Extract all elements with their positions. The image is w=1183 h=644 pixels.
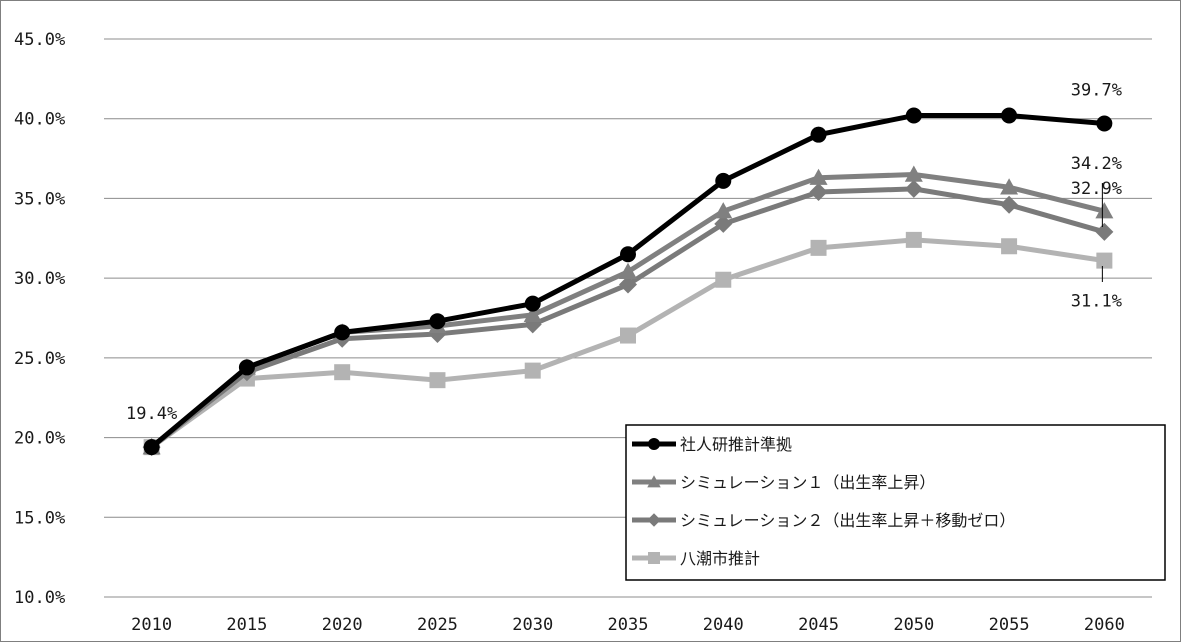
legend-label: 八潮市推計 bbox=[680, 549, 760, 568]
y-tick-label: 45.0% bbox=[14, 30, 65, 50]
point bbox=[648, 552, 660, 564]
legend-item: シミュレーション２（出生率上昇＋移動ゼロ） bbox=[632, 511, 1015, 530]
point bbox=[429, 372, 446, 389]
point bbox=[143, 439, 160, 456]
legend-label: シミュレーション２（出生率上昇＋移動ゼロ） bbox=[680, 511, 1015, 530]
y-tick-label: 25.0% bbox=[14, 349, 65, 369]
x-tick-label: 2015 bbox=[226, 615, 267, 635]
point bbox=[810, 239, 827, 256]
series-2 bbox=[142, 165, 1114, 455]
series-3 bbox=[142, 179, 1114, 457]
data-label: 31.1% bbox=[1071, 292, 1122, 312]
x-tick-label: 2010 bbox=[131, 615, 172, 635]
point bbox=[334, 364, 351, 381]
point bbox=[714, 214, 733, 233]
y-axis-ticks: 10.0% 15.0% 20.0% 25.0% 30.0% 35.0% 40.0% 45.0% bbox=[14, 30, 65, 608]
point bbox=[714, 202, 733, 219]
point bbox=[809, 183, 828, 202]
x-tick-label: 2035 bbox=[608, 615, 649, 635]
point bbox=[524, 362, 541, 379]
x-tick-label: 2025 bbox=[417, 615, 458, 635]
x-tick-label: 2030 bbox=[512, 615, 553, 635]
series-line bbox=[150, 186, 1106, 450]
point bbox=[524, 295, 541, 312]
x-tick-label: 2050 bbox=[893, 615, 934, 635]
x-tick-label: 2055 bbox=[989, 615, 1030, 635]
point bbox=[1001, 238, 1018, 255]
x-tick-label: 2045 bbox=[798, 615, 839, 635]
point bbox=[619, 262, 637, 279]
point bbox=[1095, 222, 1114, 241]
point bbox=[1096, 252, 1113, 269]
point bbox=[1001, 107, 1018, 124]
x-tick-label: 2060 bbox=[1084, 615, 1125, 635]
point bbox=[647, 513, 661, 527]
point bbox=[238, 359, 255, 376]
point bbox=[523, 305, 542, 323]
y-tick-label: 35.0% bbox=[14, 189, 65, 209]
point bbox=[715, 172, 732, 189]
point bbox=[619, 275, 637, 294]
data-label: 19.4% bbox=[126, 404, 177, 424]
x-tick-label: 2040 bbox=[703, 615, 744, 635]
point bbox=[620, 327, 636, 344]
point bbox=[905, 231, 922, 248]
point bbox=[334, 324, 351, 341]
point bbox=[715, 271, 732, 288]
point bbox=[1000, 178, 1019, 195]
point bbox=[1000, 195, 1019, 214]
x-tick-label: 2020 bbox=[322, 615, 363, 635]
x-axis-ticks: 2010 2015 2020 2025 2030 2035 2040 2045 2050 2055… bbox=[131, 615, 1125, 635]
y-tick-label: 20.0% bbox=[14, 429, 65, 449]
legend-label: シミュレーション１（出生率上昇） bbox=[680, 473, 935, 492]
point bbox=[648, 438, 660, 450]
legend-item: 八潮市推計 bbox=[632, 549, 760, 568]
point bbox=[810, 126, 827, 143]
series-group bbox=[142, 107, 1114, 457]
y-tick-label: 30.0% bbox=[14, 269, 65, 289]
point bbox=[429, 313, 446, 330]
legend-box bbox=[625, 424, 1166, 581]
point bbox=[1096, 115, 1113, 132]
legend-item: 社人研推計準拠 bbox=[632, 435, 792, 454]
data-label: 32.9% bbox=[1071, 179, 1122, 199]
series-line bbox=[150, 172, 1105, 450]
data-label: 39.7% bbox=[1071, 80, 1122, 100]
point bbox=[904, 165, 923, 182]
point bbox=[905, 107, 922, 124]
series-1 bbox=[143, 107, 1113, 456]
point bbox=[620, 246, 636, 263]
data-labels: 19.4% 39.7% 34.2% 32.9% 31.1% bbox=[126, 80, 1122, 424]
y-tick-label: 40.0% bbox=[14, 110, 65, 130]
point bbox=[1095, 202, 1114, 219]
y-tick-label: 15.0% bbox=[14, 508, 65, 528]
point bbox=[809, 168, 828, 185]
y-tick-label: 10.0% bbox=[14, 588, 65, 608]
data-label: 34.2% bbox=[1071, 154, 1122, 174]
point bbox=[904, 179, 923, 198]
legend-label: 社人研推計準拠 bbox=[680, 435, 792, 454]
legend-item: シミュレーション１（出生率上昇） bbox=[632, 473, 935, 492]
point bbox=[647, 475, 661, 488]
